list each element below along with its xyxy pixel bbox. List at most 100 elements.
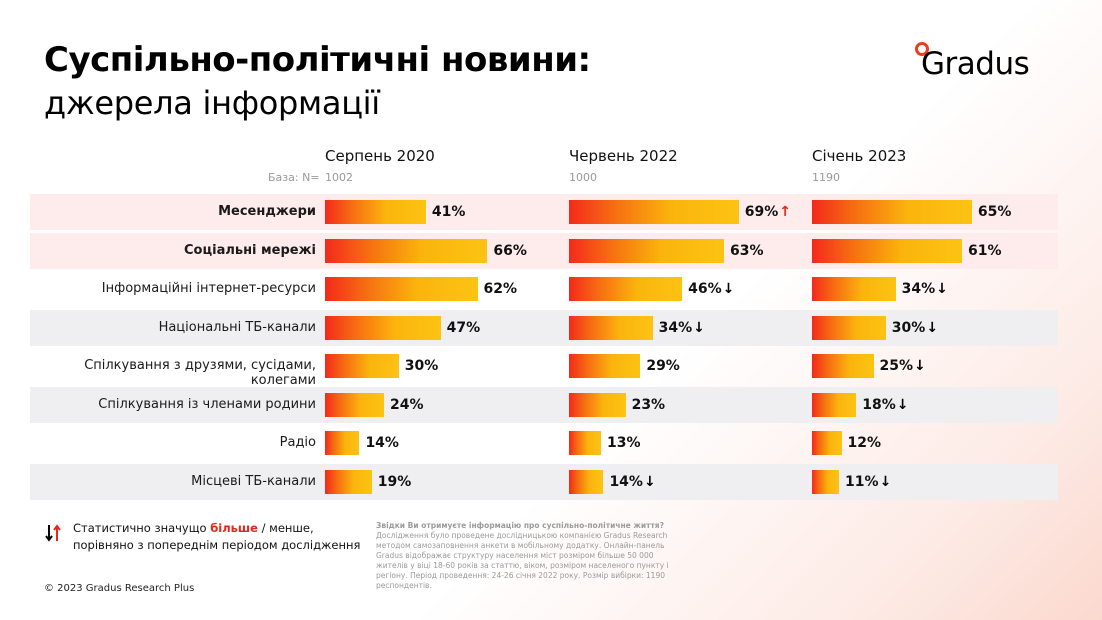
bar	[812, 469, 840, 494]
significance-arrows-icon	[44, 523, 64, 543]
bar	[325, 315, 441, 340]
data-label: 13%	[607, 431, 641, 455]
base-count: 1000	[569, 171, 597, 184]
data-value: 14%	[365, 435, 399, 451]
base-count: 1002	[325, 171, 353, 184]
period-header: Січень 2023	[812, 147, 907, 165]
data-value: 25%	[879, 358, 914, 374]
data-label: 12%	[848, 431, 882, 455]
data-value: 30%	[404, 358, 439, 374]
bar	[569, 354, 641, 378]
data-value: 14%	[609, 473, 643, 490]
data-value: 69%	[744, 204, 779, 220]
category-label: Радіо	[279, 435, 316, 450]
data-value: 66%	[493, 242, 527, 259]
data-label: 62%	[484, 277, 518, 301]
data-value: 46%	[688, 281, 722, 297]
bar	[569, 238, 724, 263]
bar	[325, 392, 385, 417]
bar	[569, 469, 604, 494]
bar	[325, 469, 372, 494]
copyright: © 2023 Gradus Research Plus	[44, 583, 195, 594]
data-label: 25%↓	[880, 354, 926, 378]
bar	[569, 431, 601, 455]
bar	[569, 200, 739, 224]
legend-text-part1: Статистично значущо	[73, 521, 211, 535]
base-label: База: N=	[268, 171, 320, 184]
data-value: 34%	[901, 281, 936, 297]
category-label: Спілкування із членами родини	[98, 396, 316, 412]
data-label: 66%	[493, 239, 527, 263]
data-label: 23%	[632, 393, 666, 417]
methodology-note: Звідки Ви отримуєте інформацію про суспі…	[376, 521, 676, 591]
category-label: Соціальні мережі	[184, 242, 316, 258]
data-label: 14%	[365, 431, 399, 455]
data-label: 29%	[646, 354, 680, 378]
bar	[812, 431, 842, 455]
category-label: Інформаційні інтернет-ресурси	[101, 281, 316, 296]
arrow-down-icon: ↓	[936, 281, 948, 297]
data-label: 24%	[390, 393, 424, 417]
data-label: 30%	[405, 354, 439, 378]
logo-ring-icon	[915, 42, 929, 56]
bar	[325, 238, 488, 263]
data-label: 30%↓	[892, 316, 938, 340]
data-label: 18%↓	[862, 393, 908, 417]
data-value: 30%	[891, 319, 926, 336]
data-value: 12%	[847, 435, 882, 451]
data-label: 41%	[432, 200, 466, 224]
data-label: 34%↓	[902, 277, 948, 301]
category-label: Спілкування з друзями, сусідами, колегам…	[84, 358, 316, 388]
bar	[812, 277, 896, 301]
data-label: 65%	[978, 200, 1012, 224]
data-value: 29%	[646, 358, 680, 374]
bar	[325, 354, 399, 378]
base-count: 1190	[812, 171, 840, 184]
arrow-down-icon: ↓	[643, 473, 656, 490]
bar	[569, 315, 653, 340]
bar	[812, 392, 857, 417]
arrow-down-icon: ↓	[926, 319, 939, 336]
category-label: Національні ТБ-канали	[158, 319, 316, 335]
data-label: 19%	[378, 470, 412, 494]
data-value: 61%	[968, 242, 1002, 259]
data-label: 63%	[730, 239, 764, 263]
data-value: 18%	[862, 396, 896, 413]
page-subtitle: джерела інформації	[44, 84, 380, 122]
category-label: Месенджери	[218, 204, 316, 219]
data-value: 13%	[606, 435, 641, 451]
data-value: 24%	[390, 396, 424, 413]
data-label: 46%↓	[688, 277, 734, 301]
methodology-text: Дослідження було проведене дослідницькою…	[376, 531, 669, 590]
data-value: 41%	[431, 204, 466, 220]
page-title: Суспільно-політичні новини:	[44, 40, 591, 80]
data-label: 34%↓	[659, 316, 705, 340]
survey-question: Звідки Ви отримуєте інформацію про суспі…	[376, 521, 664, 530]
data-label: 11%↓	[845, 470, 891, 494]
data-value: 34%	[658, 319, 693, 336]
legend-text-part2: / менше,	[257, 521, 314, 535]
legend-text-more: більше	[210, 521, 258, 535]
data-value: 63%	[729, 242, 764, 259]
legend-text-line2: порівняно з попереднім періодом дослідже…	[73, 538, 361, 552]
data-value: 11%	[845, 473, 879, 490]
bar	[325, 200, 426, 224]
arrow-down-icon: ↓	[896, 396, 909, 413]
significance-legend: Статистично значущо більше / менше, порі…	[73, 520, 360, 554]
bar	[569, 277, 683, 301]
data-value: 65%	[977, 204, 1012, 220]
data-label: 69%↑	[745, 200, 791, 224]
category-label: Місцеві ТБ-канали	[191, 473, 316, 489]
bar	[812, 315, 886, 340]
bar	[569, 392, 626, 417]
arrow-down-icon: ↓	[722, 281, 735, 297]
logo-text: Gradus	[921, 46, 1030, 82]
arrow-down-icon: ↓	[879, 473, 892, 490]
table-row	[30, 309, 1058, 346]
bar	[325, 431, 360, 455]
arrow-down-icon: ↓	[914, 358, 926, 374]
data-value: 19%	[377, 473, 412, 490]
period-header: Червень 2022	[569, 147, 678, 165]
data-label: 47%	[447, 316, 481, 340]
bar	[812, 238, 963, 263]
